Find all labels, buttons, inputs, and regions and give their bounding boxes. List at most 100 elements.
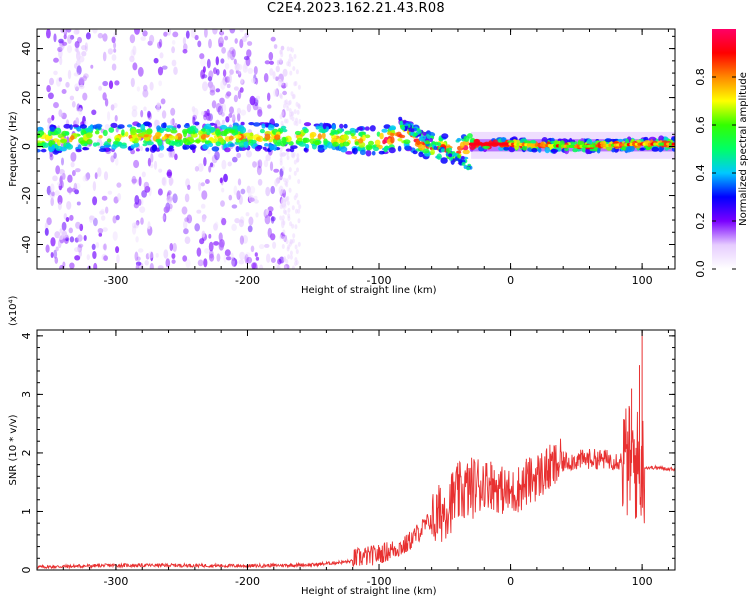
spectrogram-blob <box>297 208 301 214</box>
spectrogram-blob <box>136 123 142 128</box>
spectrogram-blob <box>288 99 292 105</box>
spectrogram-blob <box>113 31 118 37</box>
spectrogram-blob <box>197 40 202 48</box>
spectrogram-blob <box>303 128 309 134</box>
chart-title: C2E4.2023.162.21.43.R08 <box>267 1 445 16</box>
spectrogram-blob <box>273 88 278 97</box>
spectrogram-blob <box>280 140 287 147</box>
spectrogram-blob <box>199 53 205 60</box>
spectrogram-blob <box>63 123 71 129</box>
spectrogram-blob <box>431 141 436 146</box>
spectrogram-blob <box>115 246 120 254</box>
spectrogram-blob <box>165 258 171 268</box>
spectrogram-blob <box>149 34 155 44</box>
spectrogram-blob <box>208 70 214 79</box>
spectrogram-blob <box>157 265 164 269</box>
spectrogram-blob <box>287 207 291 213</box>
spectrogram-blob <box>286 46 290 52</box>
spectrogram-blob <box>291 116 295 122</box>
spectrogram-blob <box>138 176 142 187</box>
spectrogram-blob <box>658 135 665 142</box>
spectrogram-blob <box>417 129 422 134</box>
spectrogram-blob <box>166 194 173 205</box>
spectrogram-blob <box>135 128 142 134</box>
spectrogram-blob <box>206 58 211 69</box>
spectrogram-blob <box>281 244 285 249</box>
spectrogram-blob <box>461 161 466 166</box>
spectrogram-blob <box>56 77 61 87</box>
spectrogram-blob <box>55 165 61 175</box>
spectrogram-blob <box>279 215 283 221</box>
spectrogram-blob <box>137 133 142 137</box>
spectrogram-blob <box>453 152 457 157</box>
spectrogram-y-tick-label: -40 <box>20 236 33 254</box>
spectrogram-blob <box>110 122 118 129</box>
spectrogram-blob <box>231 257 235 267</box>
spectrogram-blob <box>153 57 159 64</box>
spectrogram-blob <box>270 216 275 224</box>
spectrogram-blob <box>276 264 281 269</box>
spectrogram-x-tick-label: -300 <box>103 274 128 287</box>
spectrogram-blob <box>208 38 212 49</box>
spectrogram-blob <box>247 225 253 233</box>
spectrogram-blob <box>170 119 174 126</box>
spectrogram-blob <box>101 195 108 201</box>
spectrogram-blob <box>93 217 98 227</box>
spectrogram-blob <box>130 149 136 155</box>
spectrogram-blob <box>58 234 64 240</box>
spectrogram-blob <box>389 125 397 131</box>
spectrogram-blob <box>37 148 41 153</box>
spectrogram-blob <box>156 125 161 131</box>
spectrogram-blob <box>246 256 253 264</box>
spectrogram-blob <box>238 259 245 265</box>
spectrogram-blob <box>192 107 199 117</box>
spectrogram-blob <box>457 154 462 159</box>
spectrogram-blob <box>67 69 72 80</box>
spectrogram-blob <box>66 29 72 33</box>
spectrogram-x-tick-label: -100 <box>367 274 392 287</box>
spectrogram-blob <box>270 36 276 42</box>
spectrogram-blob <box>221 187 225 193</box>
spectrogram-x-axis-label: Height of straight line (km) <box>301 285 437 296</box>
spectrogram-blob <box>239 29 244 33</box>
spectrogram-blob <box>37 130 45 136</box>
spectrogram-blob <box>154 119 160 127</box>
snr-x-tick-label: -300 <box>103 575 128 588</box>
spectrogram-blob <box>59 56 63 66</box>
spectrogram-blob <box>98 135 103 139</box>
spectrogram-blob <box>434 141 439 146</box>
spectrogram-blob <box>232 114 236 124</box>
spectrogram-blob <box>283 103 286 109</box>
spectrogram-blob <box>58 169 65 175</box>
colorbar-tick-label: 0.6 <box>694 116 707 134</box>
spectrogram-blob <box>226 91 232 97</box>
spectrogram-blob <box>82 147 90 151</box>
spectrogram-blob <box>142 143 148 147</box>
spectrogram-blob <box>134 29 140 35</box>
spectrogram-blob <box>246 49 252 58</box>
spectrogram-blob <box>174 153 178 161</box>
spectrogram-blob <box>272 241 277 249</box>
spectrogram-blob <box>74 63 78 69</box>
spectrogram-blob <box>255 212 259 218</box>
spectrogram-blob <box>279 234 283 240</box>
spectrogram-blob <box>205 179 210 184</box>
spectrogram-blob <box>183 220 188 230</box>
spectrogram-blob <box>272 71 276 80</box>
spectrogram-blob <box>229 143 235 147</box>
spectrogram-blob <box>97 167 102 178</box>
spectrogram-blob <box>59 175 63 185</box>
spectrogram-blob <box>174 122 178 129</box>
spectrogram-blob <box>279 93 283 98</box>
spectrogram-blob <box>290 239 294 245</box>
spectrogram-blob <box>289 250 293 256</box>
spectrogram-blob <box>182 144 190 150</box>
spectrogram-blob <box>651 146 659 152</box>
colorbar-gradient <box>712 29 736 269</box>
spectrogram-blob <box>259 264 264 269</box>
spectrogram-blob <box>149 262 154 269</box>
spectrogram-blob <box>74 47 78 52</box>
spectrogram-blob <box>351 148 356 154</box>
spectrogram-blob <box>182 128 188 135</box>
spectrogram-blob <box>227 50 232 58</box>
